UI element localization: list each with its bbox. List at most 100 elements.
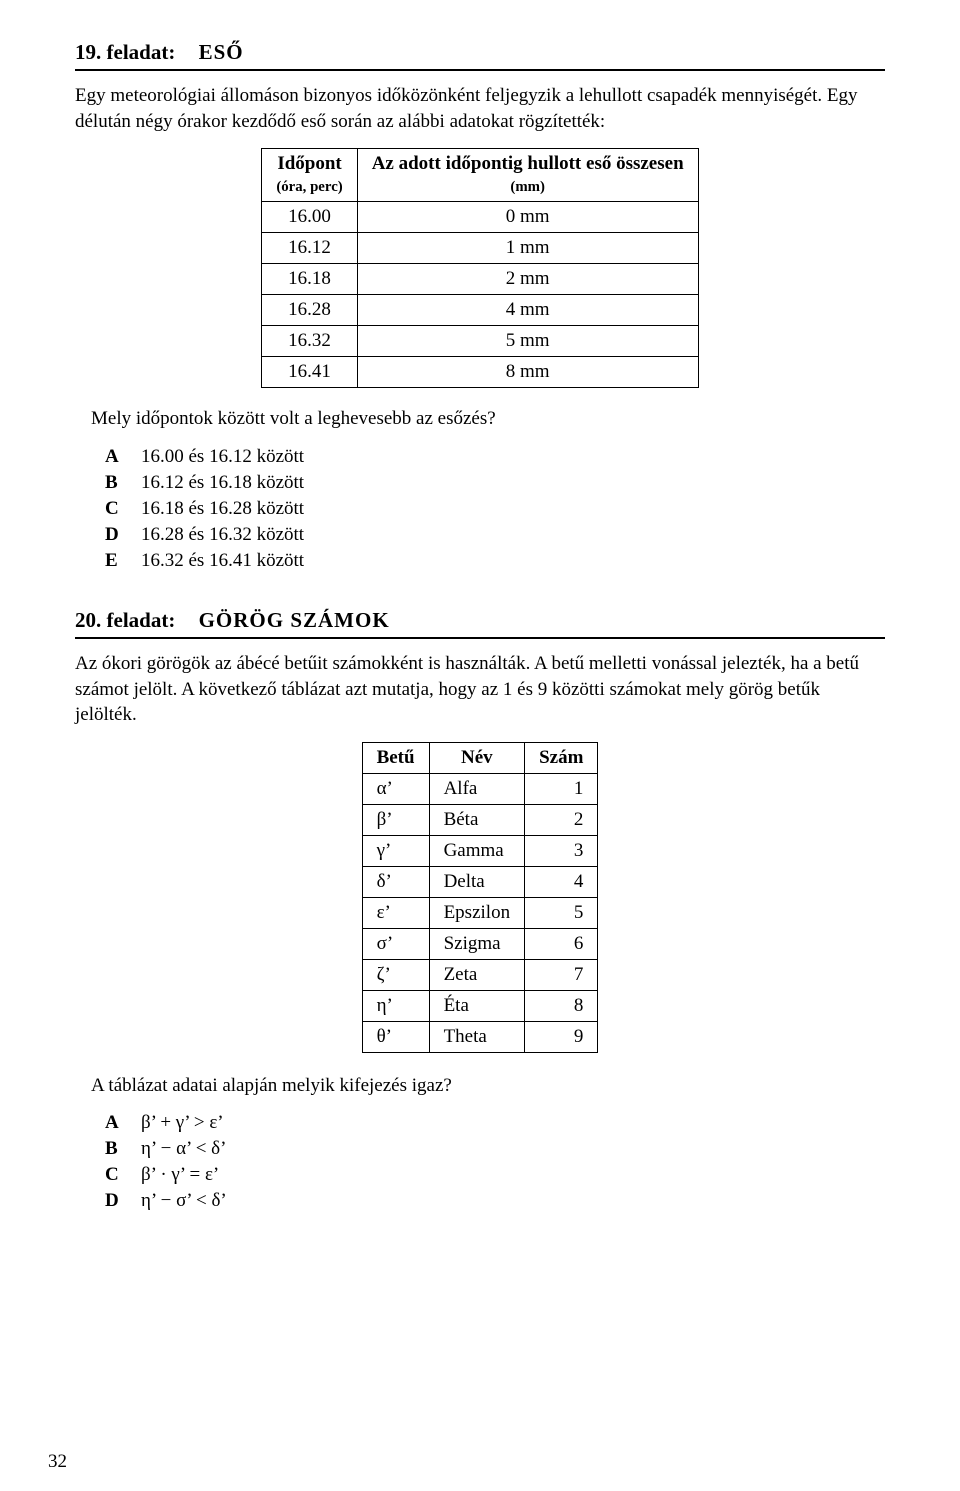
option-text: η’ − α’ < δ’	[141, 1138, 885, 1160]
cell-name: Éta	[429, 990, 525, 1021]
option-text: η’ − σ’ < δ’	[141, 1190, 885, 1212]
option-row: Bη’ − α’ < δ’	[105, 1138, 885, 1160]
option-key: C	[105, 498, 141, 520]
cell-num: 4	[525, 866, 598, 897]
table-row: β’Béta2	[362, 804, 598, 835]
option-text: 16.18 és 16.28 között	[141, 498, 885, 520]
table-row: θ’Theta9	[362, 1021, 598, 1052]
table-row: ε’Epszilon5	[362, 897, 598, 928]
option-row: Dη’ − σ’ < δ’	[105, 1190, 885, 1212]
option-key: E	[105, 550, 141, 572]
option-key: C	[105, 1164, 141, 1186]
cell-time: 16.00	[262, 202, 357, 233]
cell-value: 8 mm	[357, 357, 698, 388]
task19-th-value-line1: Az adott időpontig hullott eső összesen	[372, 153, 684, 174]
table-row: ζ’Zeta7	[362, 959, 598, 990]
cell-name: Theta	[429, 1021, 525, 1052]
cell-symbol: β’	[362, 804, 429, 835]
option-text: 16.00 és 16.12 között	[141, 446, 885, 468]
cell-num: 5	[525, 897, 598, 928]
cell-num: 7	[525, 959, 598, 990]
table-row: 16.418 mm	[262, 357, 698, 388]
option-row: Aβ’ + γ’ > ε’	[105, 1112, 885, 1134]
task20-options: Aβ’ + γ’ > ε’ Bη’ − α’ < δ’ Cβ’ · γ’ = ε…	[105, 1112, 885, 1212]
task19-th-value: Az adott időpontig hullott eső összesen …	[357, 149, 698, 202]
cell-time: 16.32	[262, 326, 357, 357]
option-text: 16.28 és 16.32 között	[141, 524, 885, 546]
cell-time: 16.12	[262, 233, 357, 264]
task19-title: ESŐ	[199, 40, 244, 64]
option-key: A	[105, 1112, 141, 1134]
task19-paragraph: Egy meteorológiai állomáson bizonyos idő…	[75, 83, 885, 134]
cell-name: Delta	[429, 866, 525, 897]
task19-question: Mely időpontok között volt a leghevesebb…	[91, 406, 885, 432]
cell-time: 16.41	[262, 357, 357, 388]
option-key: D	[105, 1190, 141, 1212]
task19-th-time-line2: (óra, perc)	[276, 179, 342, 195]
table-row: γ’Gamma3	[362, 835, 598, 866]
cell-name: Szigma	[429, 928, 525, 959]
table-row: 16.121 mm	[262, 233, 698, 264]
cell-value: 2 mm	[357, 264, 698, 295]
cell-value: 0 mm	[357, 202, 698, 233]
task20-table: Betű Név Szám α’Alfa1 β’Béta2 γ’Gamma3 δ…	[362, 742, 599, 1053]
cell-num: 6	[525, 928, 598, 959]
cell-time: 16.28	[262, 295, 357, 326]
option-row: Cβ’ · γ’ = ε’	[105, 1164, 885, 1186]
cell-name: Béta	[429, 804, 525, 835]
cell-num: 8	[525, 990, 598, 1021]
cell-num: 2	[525, 804, 598, 835]
table-row: η’Éta8	[362, 990, 598, 1021]
option-text: 16.32 és 16.41 között	[141, 550, 885, 572]
cell-value: 4 mm	[357, 295, 698, 326]
task20-paragraph: Az ókori görögök az ábécé betűit számokk…	[75, 651, 885, 728]
option-text: β’ + γ’ > ε’	[141, 1112, 885, 1134]
table-row: σ’Szigma6	[362, 928, 598, 959]
task19-th-time-line1: Időpont	[277, 153, 341, 174]
option-key: A	[105, 446, 141, 468]
task19-label: 19. feladat:	[75, 40, 175, 64]
option-row: E16.32 és 16.41 között	[105, 550, 885, 572]
option-row: C16.18 és 16.28 között	[105, 498, 885, 520]
option-key: B	[105, 1138, 141, 1160]
option-row: D16.28 és 16.32 között	[105, 524, 885, 546]
page-root: 19. feladat: ESŐ Egy meteorológiai állom…	[0, 0, 960, 1491]
table-row: 16.000 mm	[262, 202, 698, 233]
option-text: 16.12 és 16.18 között	[141, 472, 885, 494]
page-number: 32	[48, 1451, 67, 1473]
cell-symbol: ε’	[362, 897, 429, 928]
cell-value: 1 mm	[357, 233, 698, 264]
cell-symbol: γ’	[362, 835, 429, 866]
table-row: 16.182 mm	[262, 264, 698, 295]
task20-th-name: Név	[429, 742, 525, 773]
cell-num: 1	[525, 773, 598, 804]
table-row: 16.284 mm	[262, 295, 698, 326]
cell-num: 3	[525, 835, 598, 866]
cell-name: Zeta	[429, 959, 525, 990]
task20-header: 20. feladat: GÖRÖG SZÁMOK	[75, 608, 885, 639]
option-key: B	[105, 472, 141, 494]
task20-label: 20. feladat:	[75, 608, 175, 632]
cell-num: 9	[525, 1021, 598, 1052]
cell-name: Epszilon	[429, 897, 525, 928]
cell-symbol: η’	[362, 990, 429, 1021]
task19-th-value-line2: (mm)	[510, 179, 545, 195]
task19-table: Időpont (óra, perc) Az adott időpontig h…	[261, 148, 698, 388]
table-row: α’Alfa1	[362, 773, 598, 804]
cell-symbol: θ’	[362, 1021, 429, 1052]
cell-symbol: σ’	[362, 928, 429, 959]
cell-symbol: ζ’	[362, 959, 429, 990]
table-row: δ’Delta4	[362, 866, 598, 897]
cell-symbol: δ’	[362, 866, 429, 897]
cell-name: Gamma	[429, 835, 525, 866]
table-row: 16.325 mm	[262, 326, 698, 357]
cell-name: Alfa	[429, 773, 525, 804]
task20-title: GÖRÖG SZÁMOK	[199, 608, 390, 632]
task20-question: A táblázat adatai alapján melyik kifejez…	[91, 1073, 885, 1099]
option-row: B16.12 és 16.18 között	[105, 472, 885, 494]
cell-symbol: α’	[362, 773, 429, 804]
task19-options: A16.00 és 16.12 között B16.12 és 16.18 k…	[105, 446, 885, 572]
task20-th-symbol: Betű	[362, 742, 429, 773]
option-row: A16.00 és 16.12 között	[105, 446, 885, 468]
task20-th-num: Szám	[525, 742, 598, 773]
